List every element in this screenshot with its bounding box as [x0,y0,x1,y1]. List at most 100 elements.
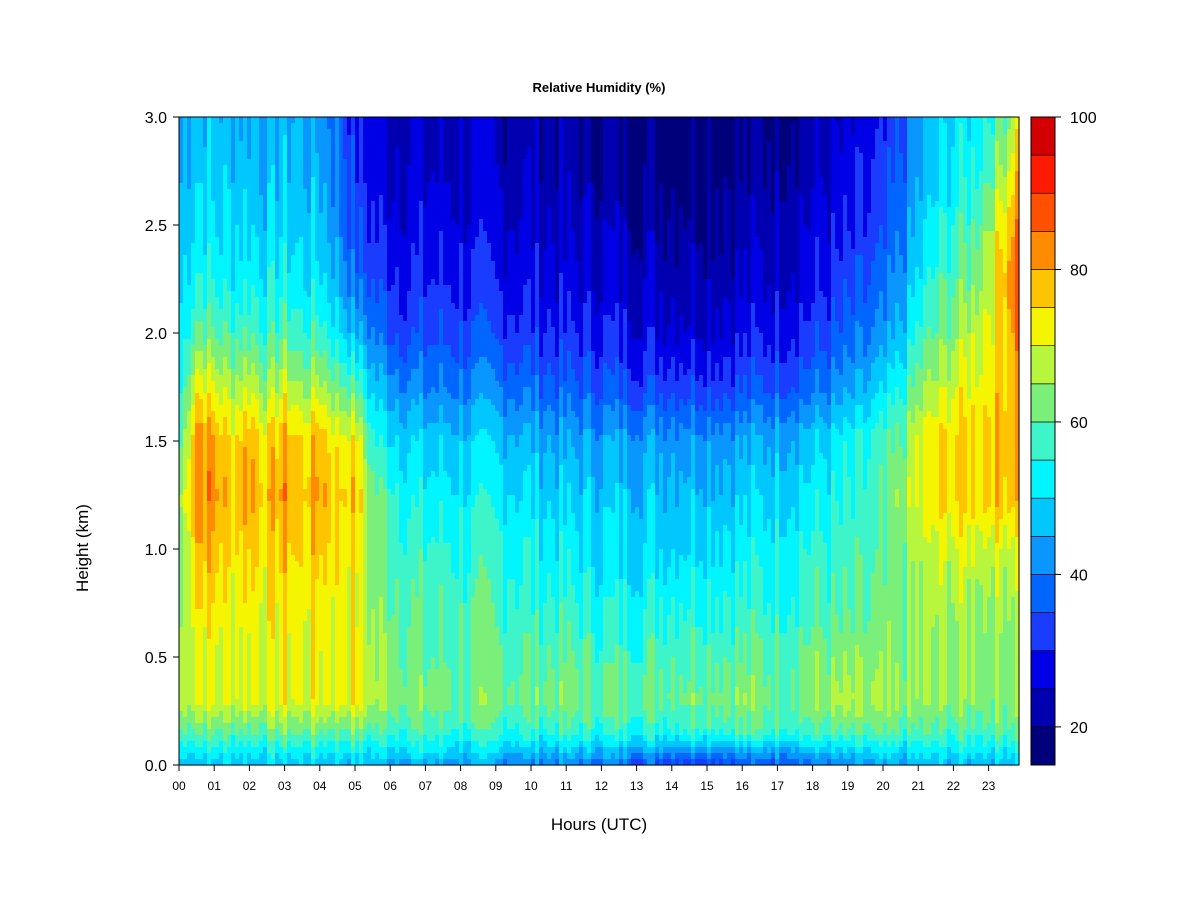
heatmap-cell [327,393,332,400]
heatmap-cell [259,735,264,742]
heatmap-cell [203,561,208,568]
heatmap-cell [263,597,268,604]
heatmap-cell [267,381,272,388]
heatmap-cell [311,711,316,718]
heatmap-cell [327,279,332,286]
heatmap-cell [351,417,356,424]
heatmap-cell [355,591,360,598]
heatmap-cell [347,261,352,268]
heatmap-cell [295,465,300,472]
heatmap-cell [323,501,328,508]
heatmap-cell [219,309,224,316]
heatmap-cell [255,729,260,736]
heatmap-cell [263,729,268,736]
heatmap-cell [223,447,228,454]
heatmap-cell [279,555,284,562]
heatmap-cell [351,117,356,124]
heatmap-cell [359,477,364,484]
heatmap-cell [231,165,236,172]
heatmap-cell [291,303,296,310]
heatmap-cell [255,561,260,568]
heatmap-cell [231,129,236,136]
heatmap-cell [247,555,252,562]
heatmap-cell [347,651,352,658]
heatmap-cell [295,405,300,412]
heatmap-cell [347,303,352,310]
heatmap-cell [195,411,200,418]
heatmap-cell [179,465,184,472]
heatmap-cell [331,183,336,190]
heatmap-cell [359,747,364,754]
heatmap-cell [271,489,276,496]
heatmap-cell [223,609,228,616]
heatmap-cell [323,435,328,442]
heatmap-cell [335,657,340,664]
heatmap-cell [299,429,304,436]
heatmap-cell [215,441,220,448]
heatmap-cell [319,243,324,250]
heatmap-cell [267,135,272,142]
heatmap-cell [271,573,276,580]
heatmap-cell [331,165,336,172]
heatmap-cell [295,585,300,592]
heatmap-cell [255,609,260,616]
heatmap-cell [239,285,244,292]
heatmap-cell [343,303,348,310]
heatmap-cell [247,243,252,250]
heatmap-cell [319,255,324,262]
heatmap-cell [251,723,256,730]
heatmap-cell [199,195,204,202]
heatmap-cell [355,465,360,472]
heatmap-cell [211,147,216,154]
heatmap-cell [227,225,232,232]
heatmap-cell [347,465,352,472]
heatmap-cell [215,255,220,262]
heatmap-cell [359,255,364,262]
heatmap-cell [315,435,320,442]
heatmap-cell [331,663,336,670]
heatmap-cell [187,741,192,748]
heatmap-cell [263,363,268,370]
heatmap-cell [239,141,244,148]
heatmap-cell [287,363,292,370]
heatmap-cell [319,693,324,700]
heatmap-cell [255,537,260,544]
heatmap-cell [255,423,260,430]
heatmap-cell [251,225,256,232]
heatmap-cell [183,645,188,652]
heatmap-cell [327,633,332,640]
heatmap-cell [291,663,296,670]
heatmap-cell [199,183,204,190]
heatmap-cell [255,387,260,394]
heatmap-cell [187,423,192,430]
heatmap-cell [347,483,352,490]
heatmap-cell [207,645,212,652]
heatmap-cell [343,549,348,556]
heatmap-cell [351,411,356,418]
heatmap-cell [267,711,272,718]
heatmap-cell [275,141,280,148]
heatmap-cell [203,711,208,718]
heatmap-cell [239,573,244,580]
heatmap-cell [203,669,208,676]
heatmap-cell [231,543,236,550]
heatmap-cell [359,429,364,436]
heatmap-cell [247,597,252,604]
heatmap-cell [207,495,212,502]
heatmap-cell [331,633,336,640]
heatmap-cell [227,315,232,322]
heatmap-cell [319,729,324,736]
heatmap-cell [263,759,268,766]
heatmap-cell [351,483,356,490]
heatmap-cell [219,735,224,742]
heatmap-cell [343,333,348,340]
heatmap-cell [255,489,260,496]
heatmap-cell [235,759,240,766]
heatmap-cell [191,375,196,382]
heatmap-cell [275,585,280,592]
heatmap-cell [207,279,212,286]
heatmap-cell [331,135,336,142]
heatmap-cell [343,447,348,454]
heatmap-cell [223,183,228,190]
heatmap-cell [319,681,324,688]
